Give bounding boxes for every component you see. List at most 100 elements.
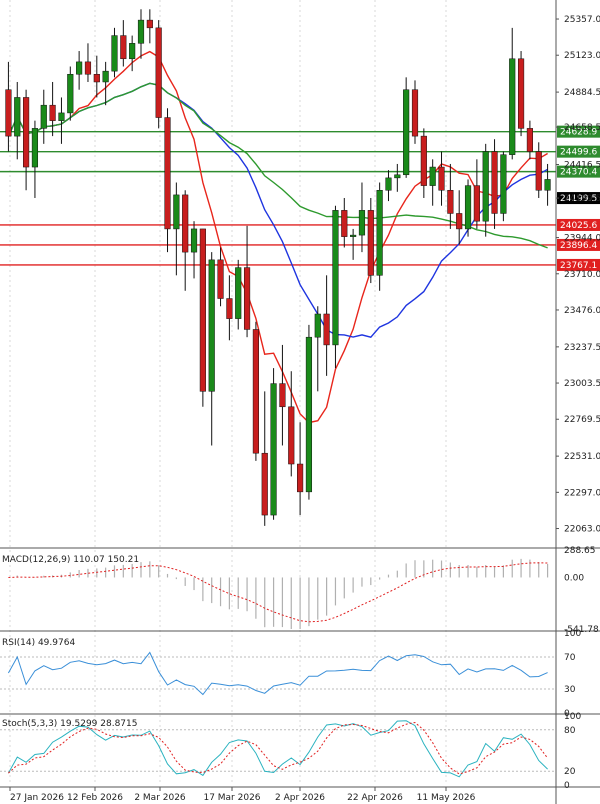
time-axis: 27 Jan 2026 12 Feb 2026 2 Mar 2026 17 Mar 2… — [9, 787, 476, 803]
time-tick-label: 2 Apr 2026 — [275, 793, 325, 803]
candle-body — [323, 313, 330, 346]
macd-tick-label: 288.65 — [564, 546, 596, 556]
candle-body — [350, 234, 357, 237]
candle-body — [84, 61, 92, 75]
candle-body — [456, 213, 463, 230]
candle-body — [173, 194, 180, 230]
candle-body — [14, 97, 21, 137]
level-badge — [557, 145, 600, 158]
candle-body — [403, 89, 410, 176]
price-tick-label: 22063.0 — [564, 525, 600, 535]
candle-body — [305, 336, 313, 493]
candle-body — [447, 189, 454, 214]
candle-body — [535, 151, 542, 191]
stoch-d-line — [8, 721, 548, 775]
candles — [5, 9, 551, 526]
candle-body — [31, 128, 39, 168]
level-badge — [557, 258, 600, 271]
ma-fast-line — [7, 50, 548, 424]
candle-body — [420, 135, 427, 186]
candle-body — [438, 166, 445, 191]
rsi-tick-label: 70 — [564, 653, 576, 663]
macd-tick-label: -541.78 — [564, 625, 599, 635]
candle-body — [199, 228, 206, 392]
candle-body — [146, 19, 153, 29]
candle-body — [5, 89, 12, 137]
candle-body — [190, 228, 198, 253]
price-tick-label: 24199.5 — [564, 194, 600, 204]
last-price-badge — [557, 192, 600, 205]
price-tick-label: 23710.0 — [564, 270, 600, 280]
candle-body — [40, 104, 47, 129]
candle-body — [164, 117, 171, 230]
price-tick-label: 24416.5 — [564, 160, 600, 170]
price-tick-label: 22769.5 — [564, 415, 600, 425]
time-tick-label: 11 May 2026 — [417, 793, 476, 803]
candle-body — [358, 210, 366, 236]
level-badge-label: 24499.6 — [560, 148, 597, 158]
level-badge — [557, 238, 600, 251]
price-tick-label: 25123.0 — [564, 51, 600, 61]
candle-body — [279, 383, 286, 408]
candle-body — [23, 97, 30, 168]
time-tick-label: 17 Mar 2026 — [203, 793, 260, 803]
candle-body — [341, 210, 348, 237]
candle-body — [270, 383, 277, 516]
candle-body — [137, 19, 145, 44]
time-tick-label: 22 Apr 2026 — [347, 793, 403, 803]
time-tick-label: 12 Feb 2026 — [67, 793, 123, 803]
candle-body — [332, 210, 339, 346]
candle-body — [411, 89, 419, 137]
candle-body — [297, 463, 304, 493]
level-badge — [557, 125, 600, 138]
level-badge-label: 24025.6 — [560, 221, 597, 231]
candle-body — [429, 166, 436, 186]
candle-body — [182, 194, 189, 253]
price-tick-label: 25357.0 — [564, 15, 600, 25]
time-tick-label: 2 Mar 2026 — [134, 793, 186, 803]
candle-body — [314, 313, 321, 338]
rsi-pane: 100 70 30 0 — [0, 629, 581, 719]
candle-body — [120, 35, 127, 60]
candle-body — [67, 73, 74, 114]
candle-body — [394, 174, 401, 179]
candle-body — [261, 452, 268, 516]
stoch-label: Stoch(5,3,3) 19.5299 28.8715 — [2, 719, 137, 729]
candle-body — [243, 267, 251, 330]
candle-body — [385, 177, 392, 191]
level-badge-label: 23767.1 — [560, 261, 597, 271]
candle-body — [93, 73, 100, 83]
stoch-tick-label: 80 — [564, 726, 576, 736]
level-badge — [557, 218, 600, 231]
candle-body — [288, 406, 295, 465]
level-badge-label: 24370.4 — [560, 168, 597, 178]
macd-label: MACD(12,26,9) 110.07 150.21 — [2, 555, 139, 565]
candle-body — [226, 298, 233, 319]
macd-tick-label: 0.00 — [564, 573, 584, 583]
level-badge-label: 24628.9 — [560, 128, 597, 138]
candle-body — [473, 185, 480, 222]
rsi-label: RSI(14) 49.9764 — [2, 638, 75, 648]
candle-body — [367, 210, 374, 276]
candle-body — [129, 43, 136, 60]
stoch-k-line — [7, 720, 548, 778]
candle-body — [155, 27, 162, 118]
price-tick-label: 23476.0 — [564, 306, 600, 316]
level-badge — [557, 165, 600, 178]
candle-body — [49, 104, 56, 121]
candle-body — [76, 61, 83, 75]
rsi-tick-label: 100 — [564, 629, 581, 639]
candle-body — [491, 151, 498, 214]
candle-body — [526, 128, 533, 152]
candle-body — [217, 259, 224, 299]
stoch-pane: 100 80 20 0 — [0, 712, 581, 791]
price-tick-label: 23944.0 — [564, 234, 600, 244]
last-price-label: 24199.5 — [560, 194, 597, 204]
candle-body — [509, 58, 516, 155]
price-tick-label: 24658.5 — [564, 123, 600, 133]
level-badge-label: 23896.4 — [560, 241, 597, 251]
price-tick-label: 23237.5 — [564, 343, 600, 353]
candle-body — [544, 179, 551, 191]
macd-signal-line — [8, 562, 548, 623]
candle-body — [464, 185, 472, 230]
